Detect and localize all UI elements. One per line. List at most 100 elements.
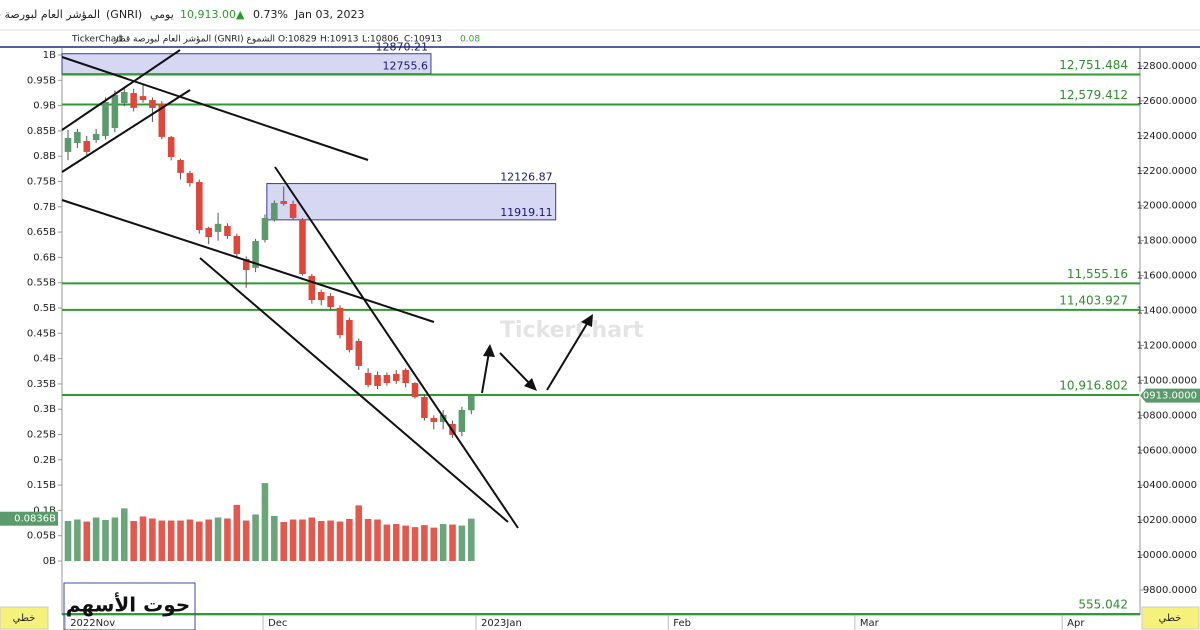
volume-bar: [233, 504, 241, 562]
candle-body: [196, 181, 203, 231]
volume-bar: [102, 520, 109, 562]
y2-tick-label: 0.75B: [27, 176, 56, 187]
y-tick-label: 10800.0000: [1137, 410, 1197, 421]
zone-label: 12126.87: [500, 171, 553, 184]
y2-tick-label: 0.2B: [33, 455, 56, 466]
zone-label: 11919.11: [500, 206, 553, 219]
period: يومي: [150, 8, 174, 21]
volume-bar: [317, 521, 325, 562]
volume-bar: [364, 519, 372, 562]
candle-body: [317, 292, 325, 301]
trendline: [61, 199, 435, 323]
signature: حوت الأسهم: [66, 592, 190, 617]
y-tick-label: 10200.0000: [1137, 515, 1197, 526]
volume-bar: [383, 524, 391, 562]
candle-body: [111, 94, 119, 129]
y-tick-label: 10000.0000: [1137, 550, 1197, 561]
y2-tick-label: 1B: [43, 50, 56, 61]
volume-bar: [280, 522, 287, 562]
volume-bar: [111, 517, 119, 562]
candle-body: [120, 92, 128, 104]
y2-tick-label: 0.7B: [33, 202, 56, 213]
level-label: 11,555.16: [1067, 267, 1128, 281]
legend-open: O:10829: [278, 35, 317, 45]
y2-tick-label: 0B: [43, 556, 56, 567]
candle-body: [177, 159, 184, 173]
candle-body: [430, 417, 438, 422]
volume-bar: [177, 520, 184, 562]
candle-body: [205, 227, 212, 237]
candle-body: [364, 372, 372, 385]
trendline: [199, 257, 509, 523]
legend-low: L:10806: [362, 35, 399, 45]
volume-bar: [252, 514, 259, 562]
candle-body: [233, 235, 241, 254]
y2-tick-label: 0.8B: [33, 151, 56, 162]
volume-bar: [458, 525, 466, 562]
level-label: 12,751.484: [1059, 58, 1128, 72]
arrow: [481, 351, 490, 394]
candle-body: [402, 369, 409, 384]
arrow: [546, 321, 589, 391]
arrowhead: [483, 344, 495, 357]
candle-body: [411, 383, 419, 398]
volume-bar: [289, 519, 297, 562]
volume-bar: [299, 519, 306, 562]
x-tick-label: 2022Nov: [70, 618, 115, 629]
volume-bar: [374, 519, 381, 562]
volume-bar: [120, 508, 128, 562]
mode-box: [0, 606, 49, 630]
y2-tick-label: 0.05B: [27, 531, 56, 542]
y2-tick-label: 0.1B: [33, 505, 56, 516]
zone-label: 12870.21: [375, 41, 428, 54]
volume-bar: [327, 520, 334, 562]
y-tick-label: 10600.0000: [1137, 445, 1197, 456]
change-arrow: ▲: [236, 8, 245, 21]
candle-body: [64, 137, 72, 152]
y-tick-label: 12800.0000: [1137, 61, 1197, 72]
last-volume-label: 0.0836B: [14, 514, 56, 525]
candle-body: [355, 340, 363, 366]
y2-tick-label: 0.5B: [33, 303, 56, 314]
level-label: 10,916.802: [1059, 378, 1128, 392]
volume-bar: [402, 525, 409, 562]
y-tick-label: 10400.0000: [1137, 480, 1197, 491]
legend-extra: 0.08: [460, 35, 480, 45]
level-label: 11,403.927: [1059, 293, 1128, 307]
y-tick-label: 11400.0000: [1137, 306, 1197, 317]
y2-tick-label: 0.35B: [27, 379, 56, 390]
last-price-tag: [1140, 388, 1200, 403]
last-price-label: 10913.0000: [1137, 391, 1197, 402]
legend-high: H:10913: [320, 35, 358, 45]
trendlines: [61, 49, 589, 529]
volume-bar: [242, 520, 250, 562]
price: 10,913.00: [180, 8, 236, 21]
arrowhead: [524, 378, 537, 391]
symbol: (GNRI): [106, 8, 142, 21]
volume-bar: [130, 521, 137, 562]
candle-body: [102, 101, 109, 137]
candle-body: [224, 225, 231, 236]
volume-bar: [392, 524, 400, 562]
candle-body: [289, 203, 297, 218]
volume-bar: [158, 520, 166, 562]
volume-bar: [439, 524, 447, 562]
volume-bar: [92, 517, 100, 562]
volume-bar: [214, 517, 222, 562]
y-tick-label: 11600.0000: [1137, 271, 1197, 282]
y-tick-label: 9800.0000: [1143, 585, 1197, 596]
y2-tick-label: 0.85B: [27, 126, 56, 137]
trendline: [61, 56, 369, 161]
volume-bar: [449, 524, 456, 562]
date: Jan 03, 2023: [294, 8, 364, 21]
candle-body: [327, 296, 334, 308]
candle-body: [167, 136, 175, 157]
change: 0.73%: [253, 8, 288, 21]
y2-tick-label: 0.15B: [27, 480, 56, 491]
zone-label: 12755.6: [382, 60, 428, 73]
volume-bar: [83, 521, 91, 562]
y2-tick-label: 0.4B: [33, 354, 56, 365]
candle-body: [458, 409, 466, 432]
mode-label: خطي: [1159, 613, 1182, 624]
volume-bar: [224, 518, 231, 562]
